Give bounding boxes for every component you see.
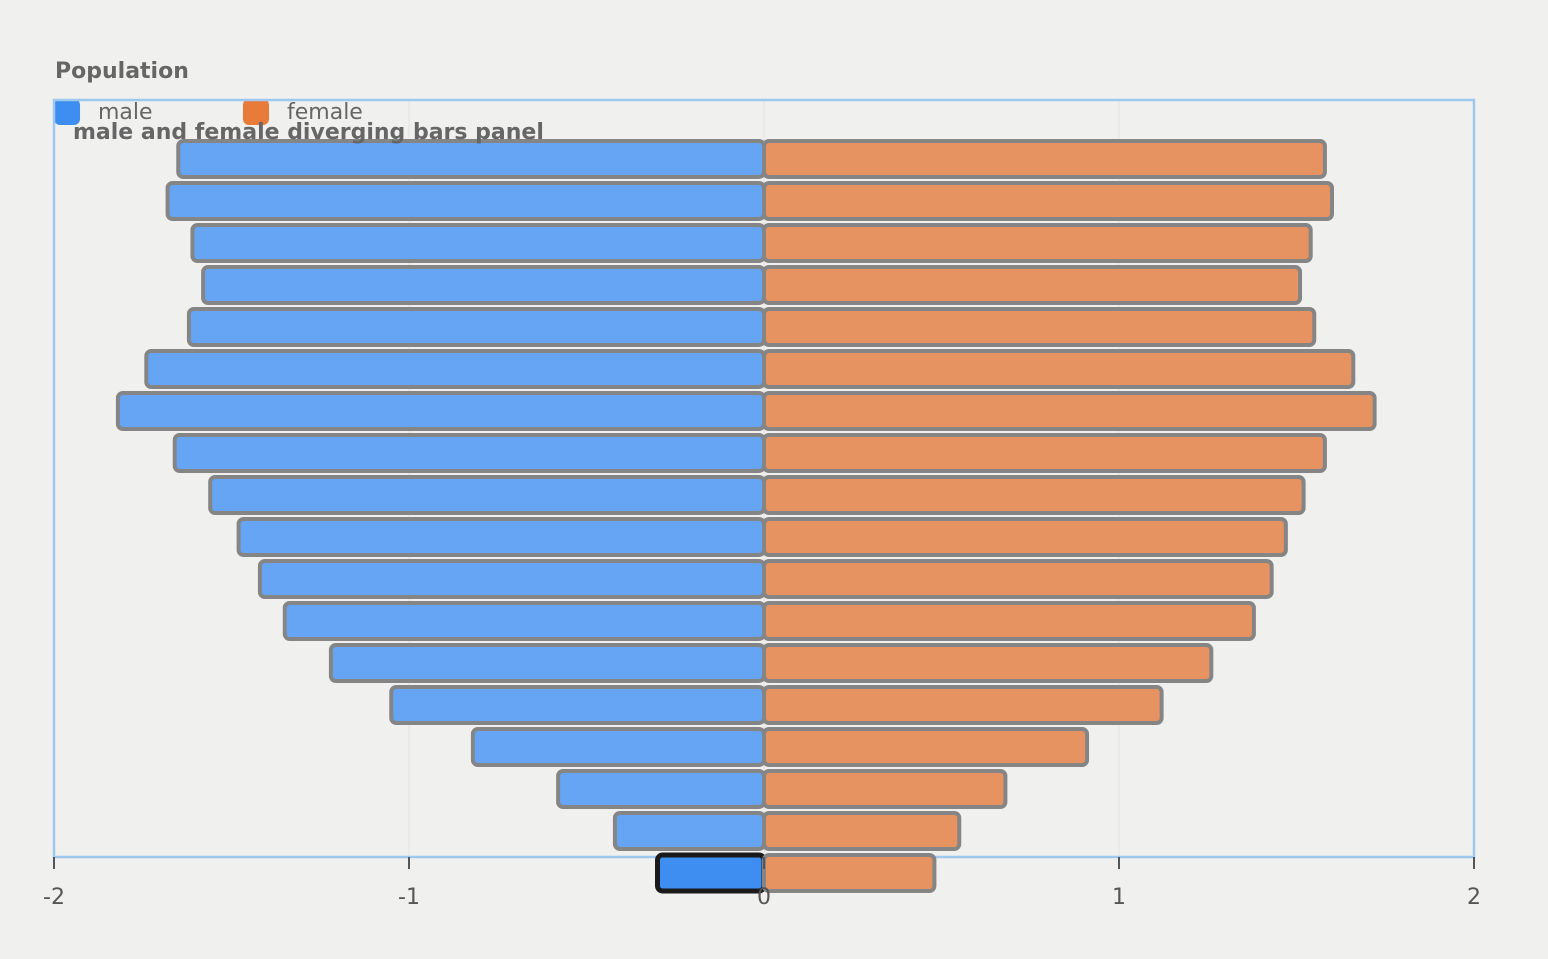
- x-tick-label: 0: [757, 885, 771, 910]
- bar-male[interactable]: [208, 475, 766, 515]
- bar-male[interactable]: [257, 559, 766, 599]
- x-tick-label: 2: [1467, 885, 1481, 910]
- bar-female[interactable]: [762, 811, 962, 851]
- x-tick-label: 1: [1112, 885, 1126, 910]
- bar-female[interactable]: [762, 475, 1306, 515]
- bar-female[interactable]: [762, 433, 1327, 473]
- legend-label-female: female: [287, 100, 363, 125]
- bar-male[interactable]: [165, 181, 767, 221]
- legend-swatch-male: [54, 99, 80, 125]
- bar-female[interactable]: [762, 181, 1334, 221]
- bar-male[interactable]: [201, 265, 767, 305]
- legend-item-female[interactable]: female: [243, 99, 363, 125]
- bar-female[interactable]: [762, 601, 1256, 641]
- bar-male[interactable]: [236, 517, 767, 557]
- bar-female[interactable]: [762, 643, 1214, 683]
- bar-male[interactable]: [655, 852, 767, 894]
- bar-female[interactable]: [762, 559, 1274, 599]
- bar-female[interactable]: [762, 517, 1288, 557]
- bar-female[interactable]: [762, 349, 1356, 389]
- bar-female[interactable]: [762, 307, 1317, 347]
- bar-male[interactable]: [115, 391, 766, 431]
- bar-male[interactable]: [389, 685, 766, 725]
- bar-male[interactable]: [144, 349, 767, 389]
- x-tick-label: -1: [398, 885, 420, 910]
- bar-female[interactable]: [762, 391, 1377, 431]
- legend-item-male[interactable]: male: [54, 99, 153, 125]
- chart-title: Population: [55, 59, 189, 84]
- legend: male female: [54, 99, 363, 125]
- x-tick-label: -2: [43, 885, 65, 910]
- bars: [115, 139, 1377, 894]
- bar-male[interactable]: [190, 223, 766, 263]
- bar-female[interactable]: [762, 139, 1327, 179]
- bar-male[interactable]: [470, 727, 766, 767]
- bar-female[interactable]: [762, 685, 1164, 725]
- x-axis: -2 -1 0 1 2: [43, 857, 1481, 910]
- bar-female[interactable]: [762, 265, 1303, 305]
- bar-male[interactable]: [176, 139, 766, 179]
- bar-male[interactable]: [282, 601, 766, 641]
- bar-male[interactable]: [186, 307, 766, 347]
- panel-annotation: male and female diverging bars panel: [73, 120, 544, 145]
- legend-swatch-female: [243, 99, 269, 125]
- bar-male[interactable]: [328, 643, 766, 683]
- bar-female[interactable]: [762, 223, 1313, 263]
- bar-male[interactable]: [556, 769, 766, 809]
- bar-male[interactable]: [612, 811, 767, 851]
- legend-label-male: male: [98, 100, 153, 125]
- bar-female[interactable]: [762, 727, 1090, 767]
- bar-female[interactable]: [762, 769, 1008, 809]
- bar-female[interactable]: [762, 853, 937, 893]
- bar-male[interactable]: [172, 433, 766, 473]
